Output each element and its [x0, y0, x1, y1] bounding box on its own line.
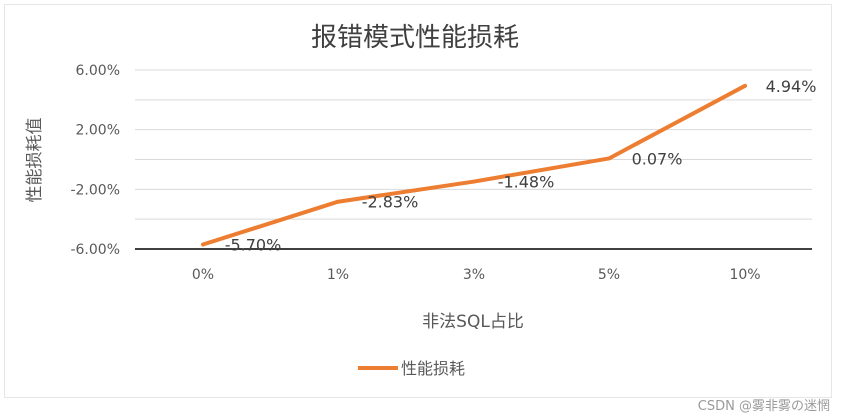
- x-tick-label: 0%: [192, 267, 214, 283]
- data-point: [607, 156, 611, 161]
- x-axis-title: 非法SQL占比: [422, 312, 524, 332]
- text-layer: 报错模式性能损耗 非法SQL占比 性能损耗值 性能损耗 6.00% 2.00% -2…: [25, 23, 816, 378]
- y-tick-label: -6.00%: [70, 242, 120, 258]
- y-tick-label: -2.00%: [70, 182, 120, 198]
- y-axis-title: 性能损耗值: [25, 118, 45, 203]
- x-tick-label: 3%: [463, 267, 485, 283]
- series-layer: [201, 83, 747, 247]
- data-label: -1.48%: [498, 173, 555, 192]
- y-tick-label: 2.00%: [76, 123, 120, 139]
- legend-label: 性能损耗: [401, 359, 465, 378]
- data-label: -2.83%: [362, 193, 419, 212]
- data-point: [472, 179, 476, 184]
- gridlines: [135, 69, 812, 220]
- data-label: 4.94%: [766, 77, 817, 96]
- data-label: 0.07%: [632, 149, 683, 168]
- x-tick-label: 1%: [327, 267, 349, 283]
- chart-title: 报错模式性能损耗: [311, 23, 519, 53]
- data-point: [743, 84, 747, 88]
- x-tick-label: 10%: [729, 267, 760, 283]
- watermark: CSDN @雾非雾の迷惘: [697, 399, 830, 414]
- data-point: [201, 242, 205, 247]
- y-tick-label: 6.00%: [76, 63, 120, 79]
- x-tick-label: 5%: [598, 267, 620, 283]
- data-label: -5.70%: [225, 236, 282, 255]
- data-point: [336, 199, 340, 204]
